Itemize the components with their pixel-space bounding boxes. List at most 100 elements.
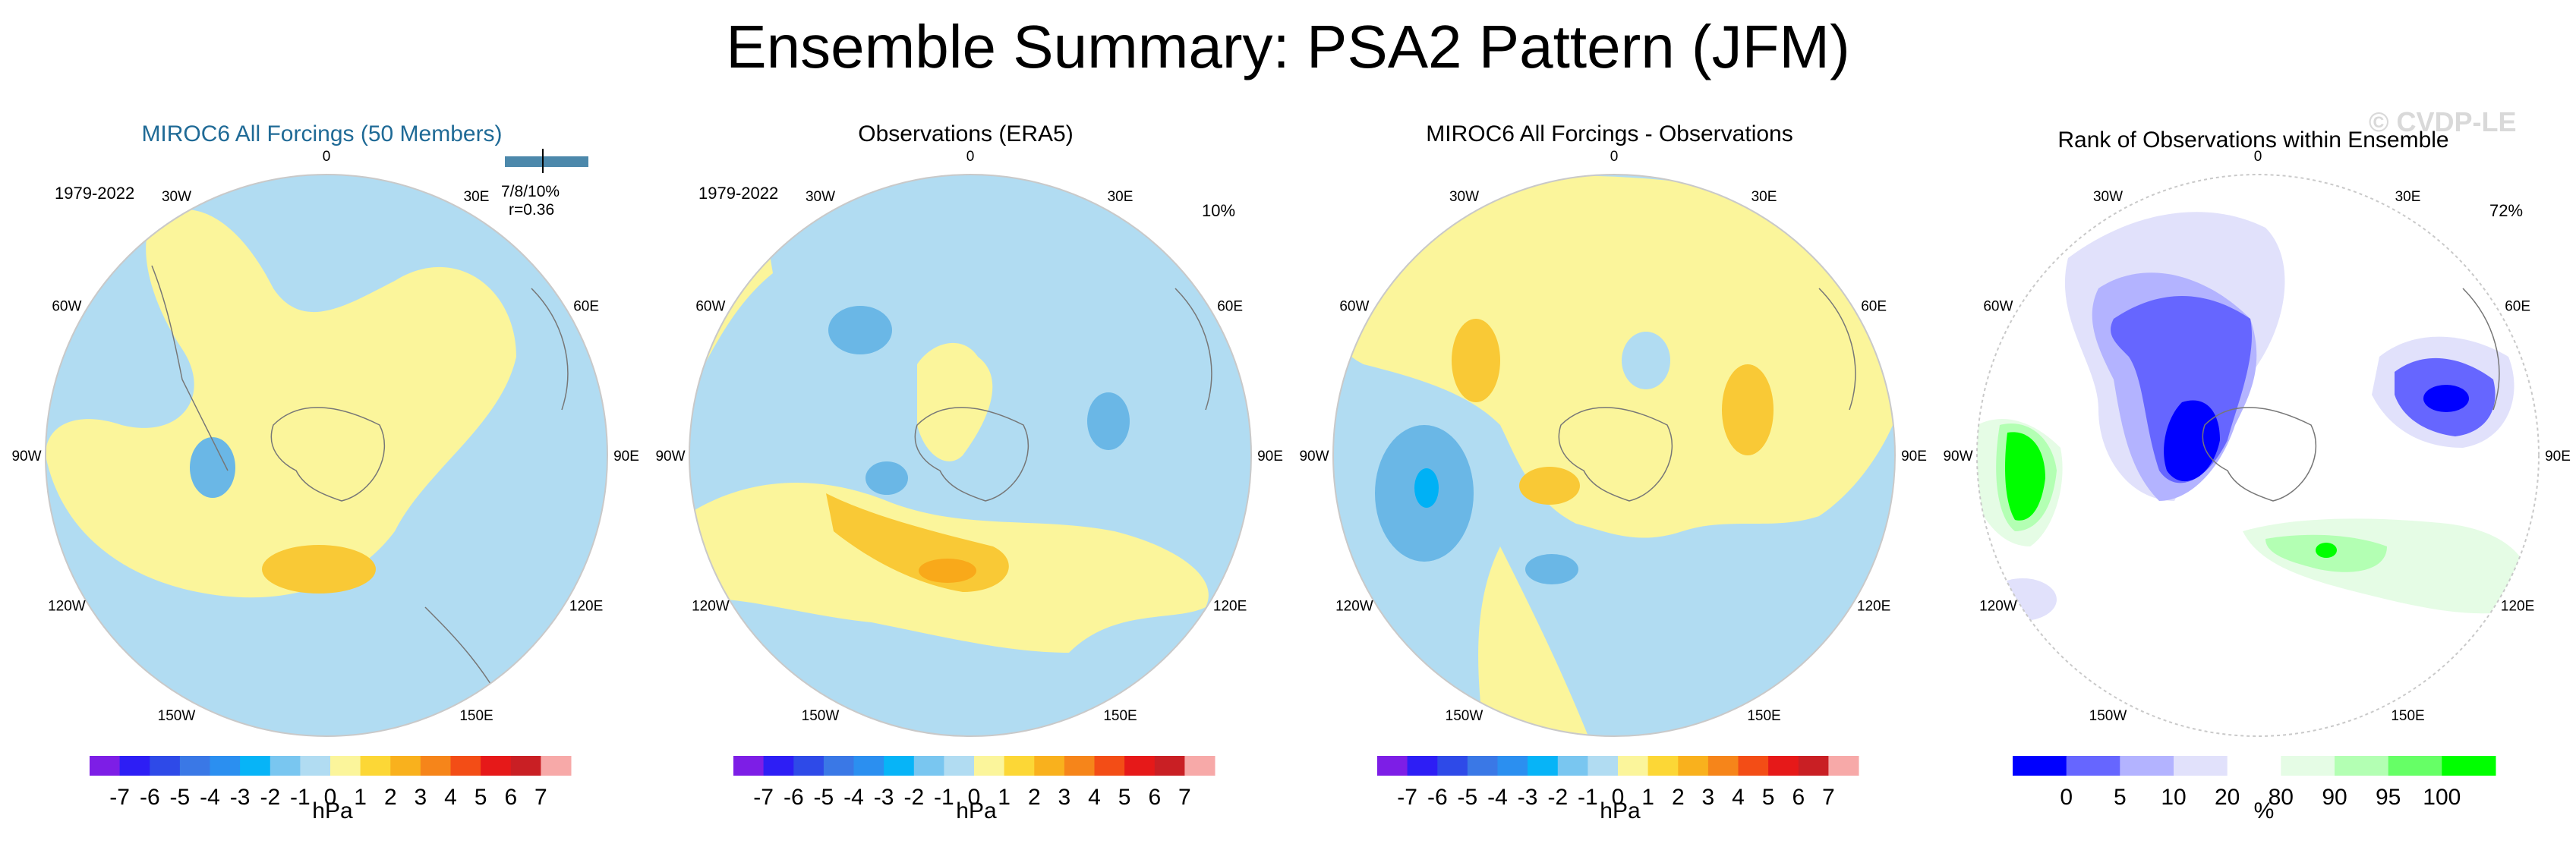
colorbar-swatch xyxy=(390,756,421,776)
colorbar-tick-label: 80 xyxy=(2269,785,2294,810)
colorbar-swatch xyxy=(1828,756,1859,776)
longitude-label: 60E xyxy=(1217,299,1243,315)
colorbar-swatch xyxy=(733,756,765,776)
colorbar-tick-label: 0 xyxy=(324,785,337,810)
longitude-label: 90W xyxy=(11,449,41,464)
colorbar-tick-label: 1 xyxy=(1641,785,1654,810)
colorbar-swatch xyxy=(2120,756,2174,776)
colorbar-tick-label: 3 xyxy=(1702,785,1715,810)
colorbar-tick-label: 2 xyxy=(384,785,397,810)
longitude-label: 90E xyxy=(1257,449,1283,464)
colorbar-tick-label: 95 xyxy=(2376,785,2401,810)
map-boundary xyxy=(1976,174,2540,737)
colorbar-swatch xyxy=(1678,756,1709,776)
colorbar-tick-label: 0 xyxy=(968,785,981,810)
longitude-label: 60E xyxy=(2505,299,2530,315)
colorbar-tick-label: 2 xyxy=(1028,785,1041,810)
colorbar-tick-label: -7 xyxy=(753,785,774,810)
longitude-labels: 030E60E90E120E150E180150W120W90W60W30W xyxy=(1299,149,1926,724)
longitude-label: 30E xyxy=(1751,189,1777,205)
positive-anomaly-contour xyxy=(262,545,376,594)
longitude-label: 30W xyxy=(806,189,835,205)
colorbar-swatch xyxy=(2442,756,2496,776)
watermark: © CVDP-LE xyxy=(2369,106,2517,137)
colorbar-swatch xyxy=(1497,756,1528,776)
panel-title: Rank of Observations within Ensemble xyxy=(2057,128,2449,153)
longitude-label: 90W xyxy=(1943,449,1972,464)
longitude-label: 120E xyxy=(2501,599,2534,615)
ensemble-rank-bar xyxy=(505,156,588,167)
colorbar-tick-label: -3 xyxy=(874,785,894,810)
positive-anomaly-contour xyxy=(1519,467,1580,505)
colorbar-swatch xyxy=(1004,756,1035,776)
colorbar-tick-label: -2 xyxy=(260,785,280,810)
longitude-label: 30W xyxy=(1449,189,1479,205)
coastline xyxy=(914,407,1029,502)
longitude-label: 0 xyxy=(323,149,331,165)
colorbar-tick-label: -4 xyxy=(1487,785,1508,810)
longitude-label: 150E xyxy=(1747,708,1780,724)
colorbar: -7 -6 -5 -4 -3 -2 -1 0 1 2 3 4 5 6 7 xyxy=(1377,756,1859,810)
longitude-label: 150E xyxy=(459,708,493,724)
polar-map: 030E60E90E120E150E180150W120W90W60W30W xyxy=(1299,149,1927,737)
colorbar-swatch xyxy=(300,756,331,776)
colorbar-swatch xyxy=(1738,756,1769,776)
period-label: 1979-2022 xyxy=(55,184,135,203)
coastline xyxy=(151,265,229,471)
colorbar-swatch xyxy=(1094,756,1125,776)
colorbar-tick-label: 4 xyxy=(444,785,457,810)
colorbar-tick-label: -2 xyxy=(903,785,924,810)
colorbar-swatch xyxy=(1407,756,1438,776)
colorbar-swatch xyxy=(179,756,210,776)
longitude-label: 90W xyxy=(655,449,685,464)
colorbar-swatch xyxy=(1588,756,1619,776)
colorbar-swatch xyxy=(481,756,512,776)
colorbar-swatch xyxy=(793,756,825,776)
colorbar-swatch xyxy=(823,756,854,776)
positive-anomaly-contour xyxy=(1722,364,1774,455)
longitude-label: 150W xyxy=(802,708,840,724)
colorbar-tick-label: -3 xyxy=(1518,785,1538,810)
coastline xyxy=(1558,407,1673,502)
colorbar-tick-label: 4 xyxy=(1088,785,1101,810)
map-boundary xyxy=(45,174,608,737)
longitude-label: 30E xyxy=(1108,189,1134,205)
longitude-label: 30E xyxy=(464,189,490,205)
colorbar-tick-label: -6 xyxy=(140,785,160,810)
coastline xyxy=(2202,407,2317,502)
colorbar-swatch xyxy=(1154,756,1185,776)
colorbar-tick-label: 6 xyxy=(504,785,517,810)
colorbar-swatch xyxy=(2227,756,2281,776)
polar-map: 030E60E90E120E150E180150W120W90W60W30W xyxy=(1943,149,2571,737)
longitude-label: 60W xyxy=(695,299,725,315)
map-boundary xyxy=(1332,174,1896,737)
panel-title: Observations (ERA5) xyxy=(858,121,1074,146)
panel-title: MIROC6 All Forcings (50 Members) xyxy=(141,121,503,146)
coastline xyxy=(1818,288,1856,411)
colorbar-swatch xyxy=(1618,756,1649,776)
colorbar-swatch xyxy=(913,756,944,776)
longitude-labels: 030E60E90E120E150E180150W120W90W60W30W xyxy=(655,149,1283,724)
colorbar-tick-label: 1 xyxy=(998,785,1011,810)
longitude-label: 0 xyxy=(966,149,975,165)
longitude-label: 90E xyxy=(613,449,639,464)
colorbar-tick-label: 5 xyxy=(2114,785,2127,810)
percent-label: 72% xyxy=(2489,201,2524,220)
rank-lowest-region xyxy=(2164,400,2220,482)
colorbar-tick-label: 0 xyxy=(2060,785,2073,810)
longitude-label: 60E xyxy=(573,299,599,315)
colorbar-swatch xyxy=(1647,756,1679,776)
colorbar-swatch xyxy=(1768,756,1799,776)
colorbar-swatch xyxy=(2066,756,2120,776)
longitude-label: 60E xyxy=(1861,299,1887,315)
longitude-label: 120W xyxy=(48,599,86,615)
colorbar-tick-label: -3 xyxy=(230,785,251,810)
colorbar-swatch xyxy=(1124,756,1156,776)
colorbar-tick-label: -5 xyxy=(814,785,834,810)
colorbar: -7 -6 -5 -4 -3 -2 -1 0 1 2 3 4 5 6 7 xyxy=(733,756,1215,810)
period-label: 1979-2022 xyxy=(698,184,779,203)
colorbar-tick-label: 6 xyxy=(1148,785,1161,810)
colorbar-tick-label: 7 xyxy=(1822,785,1835,810)
coastline xyxy=(531,288,569,411)
correlation-stat: r=0.36 xyxy=(509,201,555,219)
